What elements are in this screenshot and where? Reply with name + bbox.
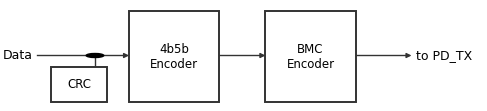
Text: CRC: CRC xyxy=(67,78,91,91)
Text: BMC
Encoder: BMC Encoder xyxy=(286,43,335,71)
Text: to PD_TX: to PD_TX xyxy=(416,49,473,62)
Circle shape xyxy=(86,54,104,57)
Bar xyxy=(51,67,107,102)
Bar xyxy=(129,11,219,102)
Text: Data: Data xyxy=(2,49,33,62)
Text: 4b5b
Encoder: 4b5b Encoder xyxy=(150,43,198,71)
Bar xyxy=(265,11,356,102)
